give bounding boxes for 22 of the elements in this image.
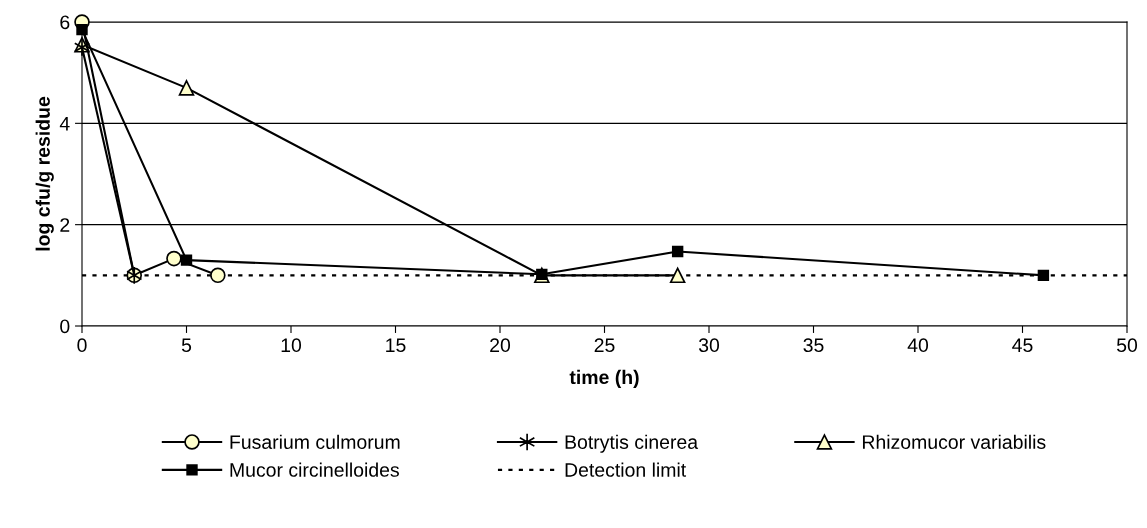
legend-label: Detection limit: [565, 462, 687, 477]
y-tick-label: 4: [59, 117, 70, 131]
x-tick-label: 25: [594, 338, 615, 353]
y-tick-label: 2: [60, 218, 70, 232]
x-tick-label: 40: [907, 338, 929, 353]
x-axis-title: time (h): [569, 369, 639, 388]
legend-label: Botrytis cinerea: [565, 434, 699, 453]
x-tick-label: 15: [386, 338, 406, 353]
x-tick-label: 20: [490, 338, 511, 353]
y-tick-label: 6: [60, 15, 70, 30]
x-tick-label: 5: [181, 338, 192, 353]
x-tick-label: 30: [698, 338, 720, 353]
x-tick-label: 10: [281, 338, 302, 353]
y-tick-label: 0: [60, 319, 70, 334]
legend-label: Mucor circinelloides: [230, 462, 399, 477]
y-axis-title: log cfu/g residue: [35, 96, 54, 251]
legend-label: Fusarium culmorum: [230, 434, 400, 449]
x-tick-label: 45: [1012, 338, 1033, 353]
x-tick-label: 35: [803, 338, 824, 353]
x-tick-label: 50: [1116, 338, 1138, 353]
legend-label: Rhizomucor variabilis: [862, 434, 1046, 449]
x-tick-label: 0: [77, 338, 87, 353]
